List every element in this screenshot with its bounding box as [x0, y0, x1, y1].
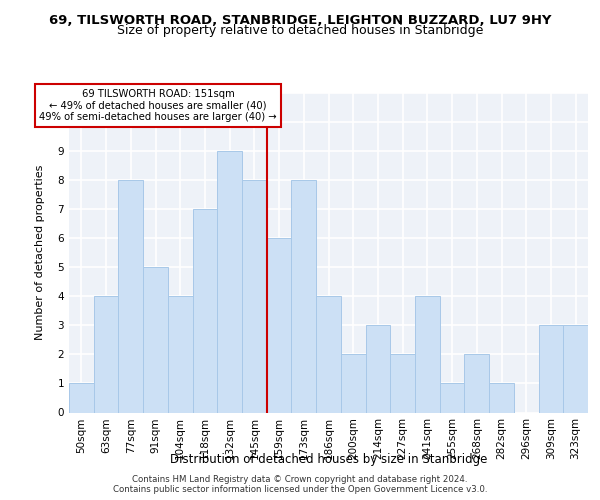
Bar — [217, 150, 242, 412]
Bar — [168, 296, 193, 412]
Bar — [415, 296, 440, 412]
Bar — [365, 325, 390, 412]
Text: 69 TILSWORTH ROAD: 151sqm
← 49% of detached houses are smaller (40)
49% of semi-: 69 TILSWORTH ROAD: 151sqm ← 49% of detac… — [39, 89, 277, 122]
Bar — [118, 180, 143, 412]
Text: Contains HM Land Registry data © Crown copyright and database right 2024.: Contains HM Land Registry data © Crown c… — [132, 475, 468, 484]
Y-axis label: Number of detached properties: Number of detached properties — [35, 165, 46, 340]
Text: Size of property relative to detached houses in Stanbridge: Size of property relative to detached ho… — [117, 24, 483, 37]
Bar — [489, 384, 514, 412]
Bar — [267, 238, 292, 412]
Bar — [464, 354, 489, 412]
Bar — [390, 354, 415, 412]
Bar — [563, 325, 588, 412]
Bar — [69, 384, 94, 412]
Bar — [341, 354, 365, 412]
Bar — [539, 325, 563, 412]
Text: Contains public sector information licensed under the Open Government Licence v3: Contains public sector information licen… — [113, 485, 487, 494]
Text: 69, TILSWORTH ROAD, STANBRIDGE, LEIGHTON BUZZARD, LU7 9HY: 69, TILSWORTH ROAD, STANBRIDGE, LEIGHTON… — [49, 14, 551, 27]
Bar — [440, 384, 464, 412]
Bar — [94, 296, 118, 412]
Bar — [242, 180, 267, 412]
Text: Distribution of detached houses by size in Stanbridge: Distribution of detached houses by size … — [170, 452, 487, 466]
Bar — [143, 267, 168, 412]
Bar — [292, 180, 316, 412]
Bar — [193, 209, 217, 412]
Bar — [316, 296, 341, 412]
